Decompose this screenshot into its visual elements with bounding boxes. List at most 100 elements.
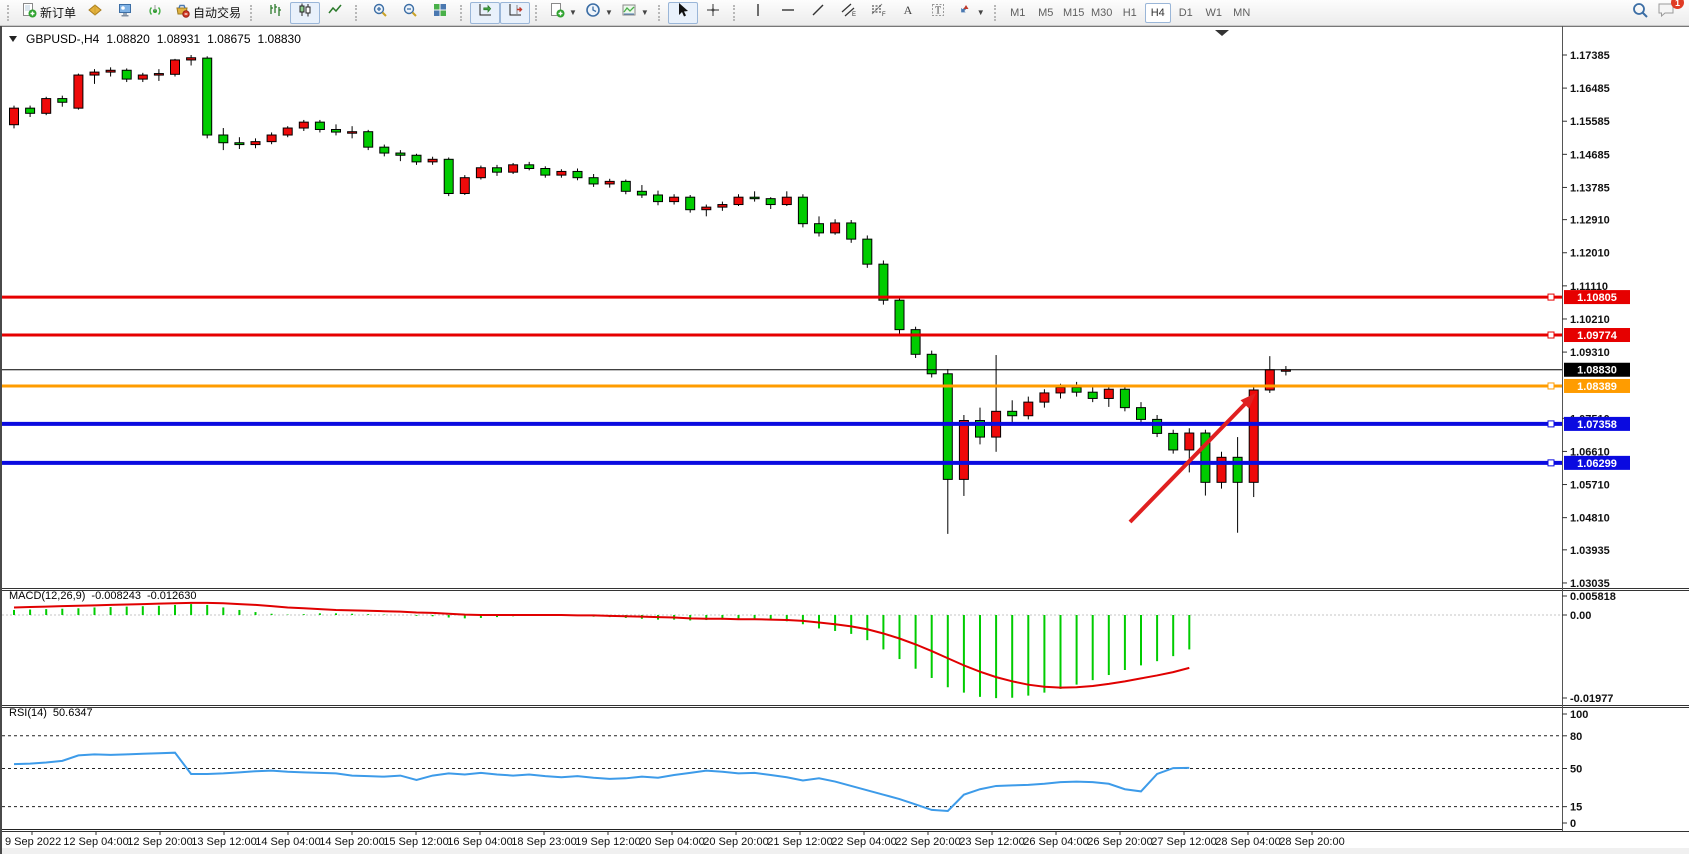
svg-text:1.05710: 1.05710 <box>1570 480 1610 492</box>
svg-text:0: 0 <box>1570 818 1576 830</box>
svg-text:0.00: 0.00 <box>1570 610 1591 622</box>
auto-scroll-button[interactable] <box>470 1 501 24</box>
svg-text:1.12010: 1.12010 <box>1570 248 1610 260</box>
toolbar-group-separator <box>535 4 541 21</box>
line-chart-icon <box>327 2 343 23</box>
ohlc-high: 1.08931 <box>156 32 201 46</box>
svg-text:18 Sep 23:00: 18 Sep 23:00 <box>511 836 576 848</box>
timeframe-m5-button[interactable]: M5 <box>1038 6 1054 19</box>
templates-button[interactable]: ▼ <box>617 2 653 24</box>
svg-text:14 Sep 20:00: 14 Sep 20:00 <box>319 836 384 848</box>
candlestick-chart-icon <box>297 2 313 23</box>
timeframe-m15-button[interactable]: M15 <box>1063 6 1085 19</box>
svg-text:23 Sep 12:00: 23 Sep 12:00 <box>959 836 1024 848</box>
timeframe-m1-button[interactable]: M1 <box>1010 6 1026 19</box>
arrows-shapes-icon <box>957 2 973 23</box>
svg-text:1.03935: 1.03935 <box>1570 545 1610 557</box>
symbol-dropdown-icon[interactable] <box>9 36 17 42</box>
vertical-line-icon <box>750 2 766 23</box>
crosshair-button[interactable] <box>698 2 728 24</box>
svg-text:13 Sep 12:00: 13 Sep 12:00 <box>191 836 256 848</box>
svg-text:F: F <box>882 12 886 18</box>
autotrading-icon <box>174 2 190 23</box>
chart-window[interactable]: GBPUSD-,H4 1.08820 1.08931 1.08675 1.088… <box>0 26 1689 854</box>
svg-text:16 Sep 04:00: 16 Sep 04:00 <box>447 836 512 848</box>
horizontal-line-icon <box>780 2 796 23</box>
chart-shift-button[interactable] <box>500 1 531 24</box>
svg-text:E: E <box>852 12 856 18</box>
chart-shift-icon <box>507 2 523 23</box>
rsi-name: RSI(14) <box>9 707 47 719</box>
zoom-in-button[interactable] <box>365 2 395 24</box>
timeframe-mn-button[interactable]: MN <box>1233 6 1251 19</box>
svg-text:1.13785: 1.13785 <box>1570 182 1610 194</box>
tile-windows-button[interactable] <box>425 2 455 24</box>
terminal-button[interactable] <box>110 2 140 24</box>
auto-scroll-icon <box>477 2 493 23</box>
svg-text:14 Sep 04:00: 14 Sep 04:00 <box>255 836 320 848</box>
svg-text:T: T <box>935 6 941 17</box>
zoom-in-icon <box>372 2 388 23</box>
toolbar-group-separator <box>732 4 739 21</box>
svg-text:12 Sep 04:00: 12 Sep 04:00 <box>63 836 128 848</box>
price-chart-panel[interactable]: 1.17385 1.16485 1.15585 1.14685 1.13785 1.129… <box>2 26 1689 588</box>
arrows-dropdown-arrow[interactable]: ▼ <box>976 8 985 17</box>
timeframe-w1-button[interactable]: W1 <box>1205 6 1222 19</box>
indicators-dropdown-arrow[interactable]: ▼ <box>569 8 577 17</box>
terminal-icon <box>117 2 133 23</box>
svg-text:1.17385: 1.17385 <box>1570 50 1610 62</box>
search-icon[interactable] <box>1631 1 1649 24</box>
trendline-icon <box>810 2 826 23</box>
svg-text:1.10210: 1.10210 <box>1570 314 1610 326</box>
svg-text:22 Sep 04:00: 22 Sep 04:00 <box>831 836 896 848</box>
trendline-tool-button[interactable] <box>803 2 833 24</box>
svg-text:28 Sep 20:00: 28 Sep 20:00 <box>1279 836 1344 848</box>
svg-text:27 Sep 12:00: 27 Sep 12:00 <box>1151 836 1216 848</box>
tile-windows-icon <box>432 2 448 23</box>
templates-dropdown-arrow[interactable]: ▼ <box>640 8 649 17</box>
svg-text:1.08830: 1.08830 <box>1577 365 1617 377</box>
timeframe-h4-button[interactable]: H4 <box>1144 2 1171 23</box>
arrows-tool-button[interactable]: ▼ <box>953 2 989 24</box>
line-chart-button[interactable] <box>320 2 350 24</box>
svg-text:1.03035: 1.03035 <box>1570 578 1610 588</box>
candlestick-chart-button[interactable] <box>290 1 321 24</box>
templates-icon <box>621 2 637 23</box>
svg-text:-0.01977: -0.01977 <box>1570 693 1613 705</box>
rsi-panel[interactable]: 100 80 50 15 0 <box>2 705 1689 831</box>
periods-button[interactable]: ▼ <box>581 2 617 24</box>
timeframe-m30-button[interactable]: M30 <box>1091 6 1113 19</box>
cursor-button[interactable] <box>667 1 698 24</box>
toolbar-group-separator <box>460 4 466 21</box>
periods-dropdown-arrow[interactable]: ▼ <box>604 8 613 17</box>
svg-text:1.14685: 1.14685 <box>1570 149 1610 161</box>
horizontal-line-tool-button[interactable] <box>773 2 803 24</box>
svg-text:9 Sep 2022: 9 Sep 2022 <box>5 836 61 848</box>
profile-button[interactable] <box>80 2 110 24</box>
text-tool-button[interactable]: A <box>893 2 923 24</box>
channel-tool-button[interactable]: E <box>833 2 863 24</box>
autotrading-button[interactable]: 自动交易 <box>170 2 245 24</box>
timeframe-d1-button[interactable]: D1 <box>1178 6 1193 19</box>
toolbar-drag-handle <box>7 4 13 21</box>
news-button[interactable] <box>140 2 170 24</box>
timeframe-h1-button[interactable]: H1 <box>1122 6 1137 19</box>
chat-button[interactable]: 1 <box>1657 0 1684 24</box>
new-order-label: 新订单 <box>40 6 77 20</box>
text-label-tool-button[interactable]: T <box>923 2 953 24</box>
bar-chart-button[interactable] <box>260 2 290 24</box>
macd-panel[interactable]: 0.005818 0.00 -0.01977 <box>2 588 1689 705</box>
svg-text:1.04810: 1.04810 <box>1570 513 1610 525</box>
vertical-line-tool-button[interactable] <box>743 2 773 24</box>
indicators-button[interactable]: ▼ <box>545 2 581 24</box>
new-order-button[interactable]: 新订单 <box>17 2 80 24</box>
text-tool-icon: A <box>900 2 916 23</box>
fibonacci-tool-button[interactable]: F <box>863 2 893 24</box>
svg-text:1.12910: 1.12910 <box>1570 215 1610 227</box>
rsi-value: 50.6347 <box>52 707 93 719</box>
zoom-out-button[interactable] <box>395 2 425 24</box>
svg-text:20 Sep 04:00: 20 Sep 04:00 <box>639 836 704 848</box>
crosshair-icon <box>705 2 721 23</box>
svg-text:1.09310: 1.09310 <box>1570 347 1610 359</box>
